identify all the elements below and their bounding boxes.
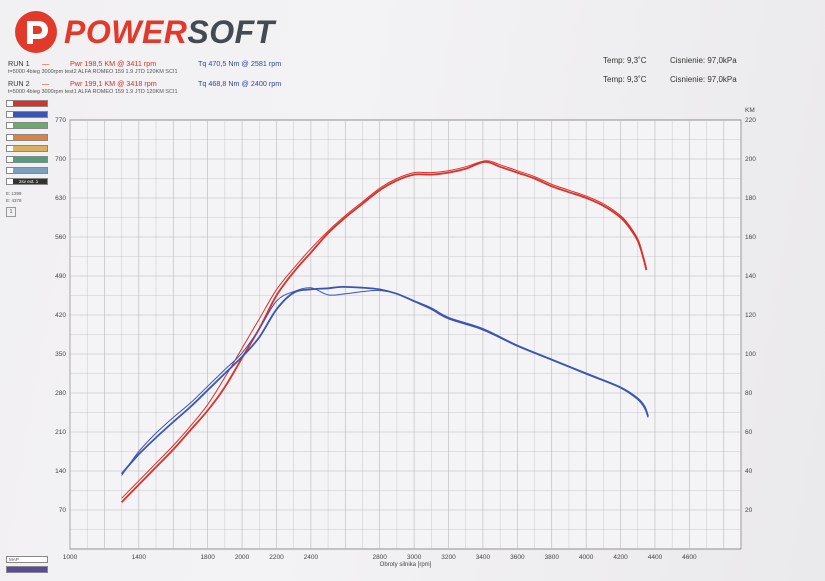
x-tick-label: 4000 [579, 554, 594, 561]
legend-item-0[interactable] [6, 100, 48, 107]
run2-temperature: Temp: 9,3˚C [603, 75, 647, 84]
legend-item-1[interactable] [6, 111, 48, 119]
series-line-pwr-run-2 [121, 160, 647, 499]
y-right-tick-label: 140 [745, 273, 756, 280]
y-right-tick-label: 100 [745, 351, 756, 358]
legend-item-6[interactable] [6, 167, 48, 175]
run1-label: RUN 1 [8, 59, 30, 68]
run2-line-swatch: — [42, 79, 50, 88]
y-left-tick-label: 630 [55, 195, 66, 202]
legend-item-2[interactable] [6, 122, 48, 130]
legend-item-3[interactable] [6, 133, 48, 141]
y-right-tick-label: 80 [745, 390, 753, 397]
run2-pressure: Cisnienie: 97,0kPa [670, 75, 737, 84]
run1-torque: Tq 470,5 Nm @ 2581 rpm [198, 59, 282, 68]
y-left-tick-label: 700 [55, 156, 66, 163]
x-tick-label: 2200 [269, 554, 284, 561]
y-right-tick-label: 220 [745, 117, 756, 124]
powersoft-logo-icon [15, 11, 57, 53]
x-tick-label: 3200 [441, 554, 456, 561]
legend-item-label: 2sv ext. 1 [19, 179, 39, 185]
y-right-tick-label: 160 [745, 234, 756, 241]
legend-box[interactable]: 1 [6, 207, 16, 217]
y-right-unit: KM [745, 107, 755, 114]
x-tick-label: 4600 [682, 554, 697, 561]
y-right-tick-label: 60 [745, 429, 753, 436]
legend-item-4[interactable] [6, 144, 48, 152]
x-tick-label: 2800 [372, 554, 387, 561]
series-line-pwr-run-1 [120, 160, 648, 503]
run2-torque: Tq 468,8 Nm @ 2400 rpm [198, 79, 282, 88]
y-right-tick-label: 180 [745, 195, 756, 202]
legend-range-end: E: 4378 [6, 198, 22, 203]
run1-temperature: Temp: 9,3˚C [603, 56, 647, 65]
series-line-tq-run-1 [120, 285, 649, 475]
x-axis-label: Obroty silnika [rpm] [380, 562, 432, 568]
legend-map-swatch[interactable] [6, 566, 48, 573]
x-tick-label: 3800 [545, 554, 560, 561]
run1-description: t=5000 4bieg 3000rpm test2 ALFA ROMEO 15… [8, 69, 178, 75]
legend-range-start: E: 1399 [6, 191, 22, 196]
run1-line-swatch: — [42, 59, 50, 68]
run2-label: RUN 2 [8, 79, 30, 88]
y-right-tick-label: 120 [745, 312, 756, 319]
y-left-tick-label: 350 [55, 351, 66, 358]
x-tick-label: 1800 [200, 554, 215, 561]
x-tick-label: 4400 [648, 554, 663, 561]
y-left-tick-label: 210 [55, 429, 66, 436]
y-right-tick-label: 40 [745, 468, 753, 475]
x-tick-label: 3600 [510, 554, 525, 561]
y-left-tick-label: 140 [55, 468, 66, 475]
y-left-tick-label: 770 [55, 117, 66, 124]
run2-description: t=5000 4bieg 3000rpm test1 ALFA ROMEO 15… [8, 89, 178, 95]
legend-map[interactable]: MAP [6, 556, 48, 563]
run2-power: Pwr 199,1 KM @ 3418 rpm [70, 79, 157, 88]
x-tick-label: 3400 [476, 554, 491, 561]
powersoft-logo: POWERSOFT [14, 10, 275, 54]
y-right-tick-label: 20 [745, 507, 753, 514]
brand-name: POWERSOFT [64, 13, 275, 50]
y-left-tick-label: 490 [55, 273, 66, 280]
y-left-tick-label: 560 [55, 234, 66, 241]
x-tick-label: 2000 [235, 554, 250, 561]
legend-item-5[interactable] [6, 156, 48, 163]
x-tick-label: 1000 [63, 554, 78, 561]
y-right-tick-label: 200 [745, 156, 756, 163]
run1-pressure: Cisnienie: 97,0kPa [670, 56, 737, 65]
series-line-tq-run-2 [121, 287, 649, 476]
y-left-tick-label: 70 [59, 507, 67, 514]
x-tick-label: 4200 [613, 554, 628, 561]
run1-power: Pwr 198,5 KM @ 3411 rpm [70, 59, 157, 68]
x-tick-label: 1400 [132, 554, 147, 561]
y-left-tick-label: 420 [55, 312, 66, 319]
legend-item-7[interactable]: 2sv ext. 1 [6, 178, 48, 186]
x-tick-label: 3000 [407, 554, 422, 561]
x-tick-label: 2400 [304, 554, 319, 561]
y-left-tick-label: 280 [55, 390, 66, 397]
